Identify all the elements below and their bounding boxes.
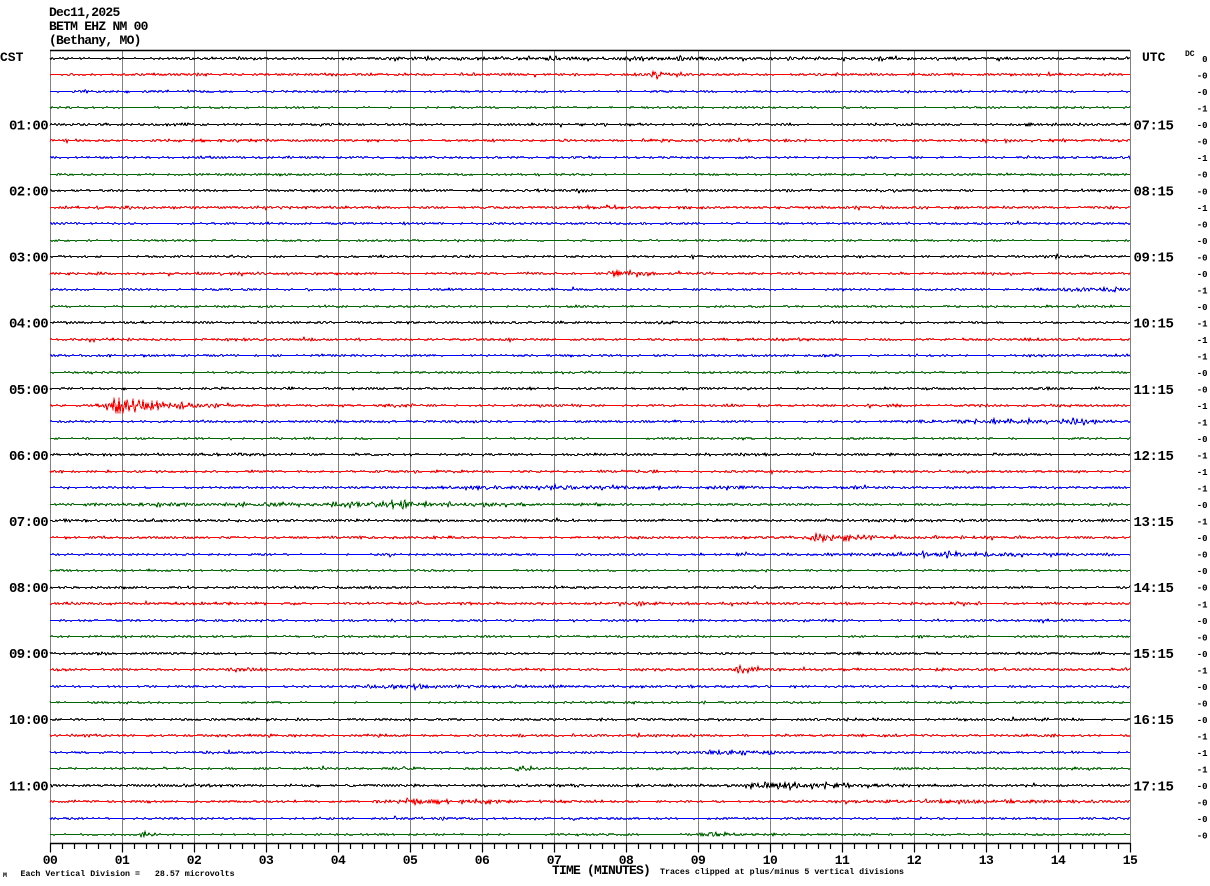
svg-text:-1: -1 <box>1197 666 1208 676</box>
svg-text:0: 0 <box>1202 55 1207 65</box>
svg-text:-1: -1 <box>1197 402 1208 412</box>
svg-text:-0: -0 <box>1197 617 1208 627</box>
svg-text:08: 08 <box>619 853 634 868</box>
svg-text:-0: -0 <box>1197 501 1208 511</box>
svg-text:15: 15 <box>1123 853 1138 868</box>
svg-text:-0: -0 <box>1197 270 1208 280</box>
svg-text:BETM EHZ NM 00: BETM EHZ NM 00 <box>49 19 149 34</box>
svg-text:-0: -0 <box>1197 303 1208 313</box>
svg-text:-1: -1 <box>1197 732 1208 742</box>
svg-text:02:00: 02:00 <box>9 185 48 201</box>
svg-text:04:00: 04:00 <box>9 317 48 333</box>
svg-text:11: 11 <box>835 853 850 868</box>
svg-text:TIME (MINUTES): TIME (MINUTES) <box>552 863 650 878</box>
svg-text:-0: -0 <box>1197 72 1208 82</box>
svg-text:05:00: 05:00 <box>9 383 48 399</box>
svg-text:-0: -0 <box>1197 138 1208 148</box>
svg-text:-1: -1 <box>1197 353 1208 363</box>
svg-text:03:00: 03:00 <box>9 251 48 267</box>
svg-text:-0: -0 <box>1197 832 1208 842</box>
svg-text:-0: -0 <box>1197 815 1208 825</box>
svg-text:-1: -1 <box>1197 286 1208 296</box>
svg-text:-1: -1 <box>1197 485 1208 495</box>
svg-text:09: 09 <box>691 853 706 868</box>
svg-text:-0: -0 <box>1197 220 1208 230</box>
svg-text:UTC: UTC <box>1142 50 1166 65</box>
svg-text:10:15: 10:15 <box>1134 317 1174 333</box>
svg-text:-1: -1 <box>1197 749 1208 759</box>
svg-text:17:15: 17:15 <box>1134 779 1174 795</box>
svg-text:08:15: 08:15 <box>1134 185 1174 201</box>
svg-text:M: M <box>3 872 7 879</box>
svg-text:-1: -1 <box>1197 319 1208 329</box>
svg-text:-0: -0 <box>1197 699 1208 709</box>
svg-text:16:15: 16:15 <box>1134 713 1174 729</box>
svg-text:01: 01 <box>115 853 130 868</box>
svg-text:CST: CST <box>0 50 24 65</box>
svg-text:-0: -0 <box>1197 551 1208 561</box>
svg-text:-0: -0 <box>1197 683 1208 693</box>
svg-text:-1: -1 <box>1197 452 1208 462</box>
svg-text:12: 12 <box>907 853 922 868</box>
svg-text:14: 14 <box>1051 853 1066 868</box>
svg-text:-1: -1 <box>1197 336 1208 346</box>
svg-text:-0: -0 <box>1197 435 1208 445</box>
svg-text:Traces clipped at plus/minus 5: Traces clipped at plus/minus 5 vertical … <box>660 867 904 877</box>
svg-text:09:00: 09:00 <box>9 647 48 663</box>
svg-text:-0: -0 <box>1197 386 1208 396</box>
svg-text:-0: -0 <box>1197 782 1208 792</box>
svg-text:14:15: 14:15 <box>1134 581 1174 597</box>
svg-text:10: 10 <box>763 853 778 868</box>
svg-text:15:15: 15:15 <box>1134 647 1174 663</box>
svg-text:-0: -0 <box>1197 237 1208 247</box>
svg-text:-1: -1 <box>1197 105 1208 115</box>
svg-text:07:00: 07:00 <box>9 515 48 531</box>
svg-text:11:00: 11:00 <box>9 779 48 795</box>
svg-text:12:15: 12:15 <box>1134 449 1174 465</box>
svg-text:-0: -0 <box>1197 567 1208 577</box>
svg-text:-0: -0 <box>1197 799 1208 809</box>
svg-text:-0: -0 <box>1197 253 1208 263</box>
svg-text:-0: -0 <box>1197 650 1208 660</box>
svg-text:Dec11,2025: Dec11,2025 <box>49 5 120 20</box>
svg-text:DC: DC <box>1185 50 1195 59</box>
svg-text:-1: -1 <box>1197 600 1208 610</box>
svg-text:08:00: 08:00 <box>9 581 48 597</box>
svg-text:-0: -0 <box>1197 633 1208 643</box>
svg-text:-0: -0 <box>1197 584 1208 594</box>
svg-text:-1: -1 <box>1197 518 1208 528</box>
svg-text:02: 02 <box>187 853 202 868</box>
svg-text:06: 06 <box>475 853 490 868</box>
svg-text:-1: -1 <box>1197 766 1208 776</box>
svg-text:-0: -0 <box>1197 187 1208 197</box>
svg-text:13:15: 13:15 <box>1134 515 1174 531</box>
svg-text:-0: -0 <box>1197 88 1208 98</box>
svg-text:03: 03 <box>259 853 274 868</box>
svg-text:-0: -0 <box>1197 121 1208 131</box>
svg-text:11:15: 11:15 <box>1134 383 1174 399</box>
svg-text:01:00: 01:00 <box>9 119 48 135</box>
svg-text:04: 04 <box>331 853 346 868</box>
svg-text:05: 05 <box>403 853 418 868</box>
svg-text:13: 13 <box>979 853 994 868</box>
svg-text:(Bethany, MO): (Bethany, MO) <box>49 33 141 48</box>
svg-text:Each Vertical Division = 28.: Each Vertical Division = 28.57 microvolt… <box>21 869 235 879</box>
svg-text:10:00: 10:00 <box>9 713 48 729</box>
svg-text:-1: -1 <box>1197 419 1208 429</box>
svg-text:07:15: 07:15 <box>1134 119 1174 135</box>
svg-text:09:15: 09:15 <box>1134 251 1174 267</box>
svg-text:00: 00 <box>43 853 58 868</box>
svg-text:-1: -1 <box>1197 204 1208 214</box>
svg-text:-0: -0 <box>1197 716 1208 726</box>
svg-text:-0: -0 <box>1197 171 1208 181</box>
svg-text:-1: -1 <box>1197 468 1208 478</box>
svg-text:-0: -0 <box>1197 369 1208 379</box>
svg-text:06:00: 06:00 <box>9 449 48 465</box>
svg-text:-1: -1 <box>1197 154 1208 164</box>
svg-text:07: 07 <box>547 853 561 868</box>
svg-text:-0: -0 <box>1197 534 1208 544</box>
